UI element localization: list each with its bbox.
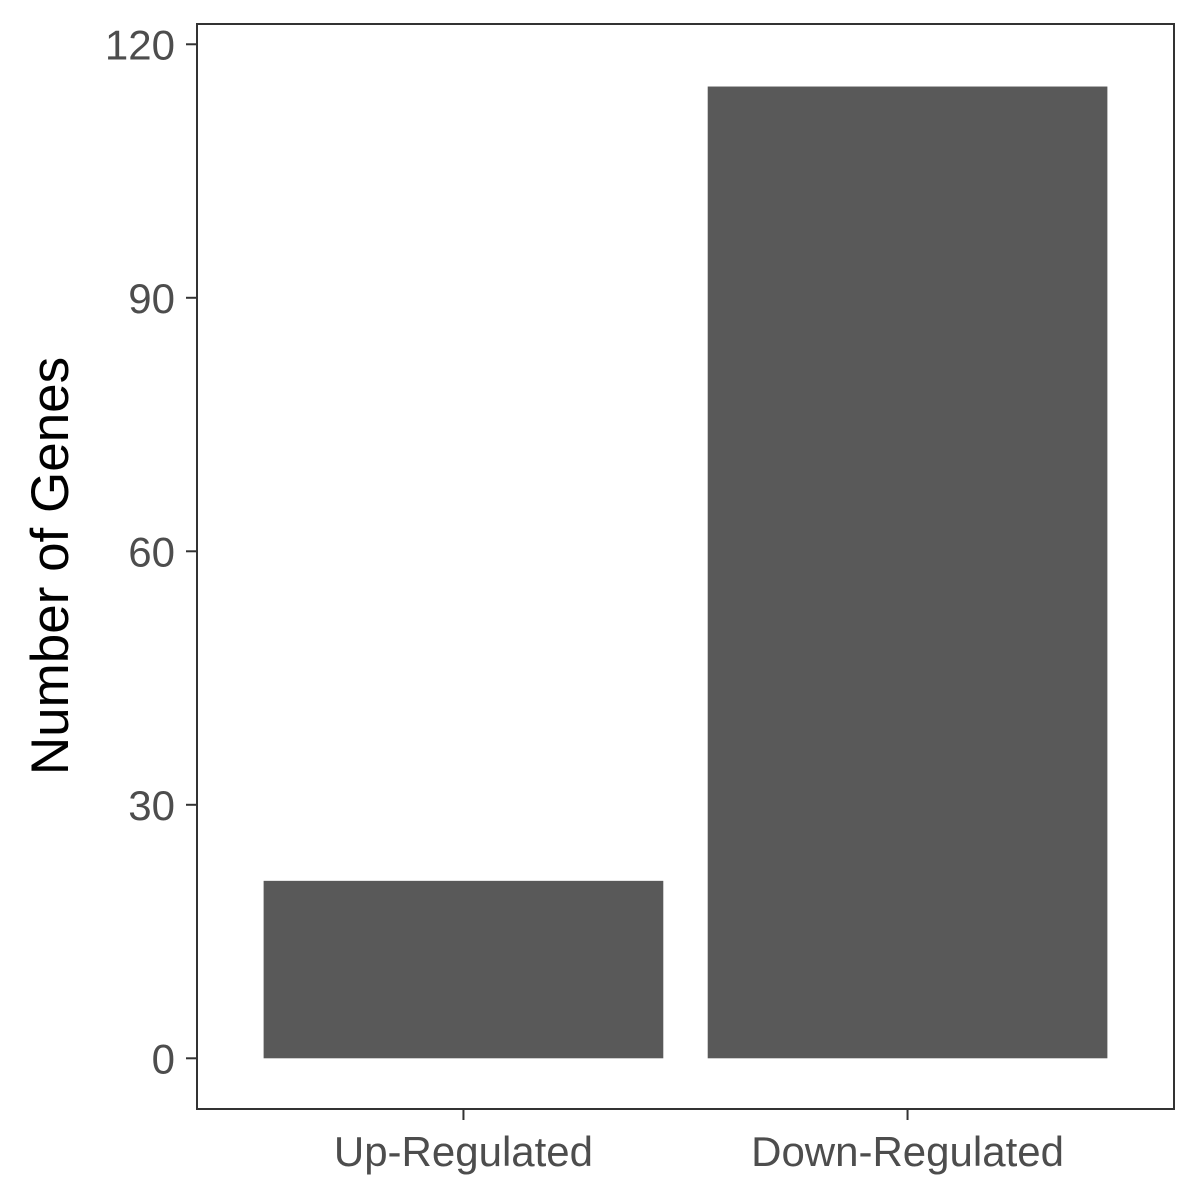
x-axis: Up-Regulated Down-Regulated <box>334 1109 1064 1175</box>
bar-up-regulated <box>263 880 664 1059</box>
y-tick-label: 120 <box>105 21 175 68</box>
plot-panel-border <box>196 23 1175 1110</box>
y-tick-label: 90 <box>128 275 175 322</box>
y-tick-label: 60 <box>128 528 175 575</box>
y-axis: 0 30 60 90 120 <box>105 21 197 1082</box>
x-tick-label: Down-Regulated <box>751 1128 1064 1175</box>
bars-layer <box>263 86 1108 1059</box>
y-tick-label: 0 <box>152 1035 175 1082</box>
x-tick-label: Up-Regulated <box>334 1128 593 1175</box>
y-axis-title: Number of Genes <box>21 357 80 775</box>
bar-down-regulated <box>707 86 1108 1059</box>
y-tick-label: 30 <box>128 782 175 829</box>
